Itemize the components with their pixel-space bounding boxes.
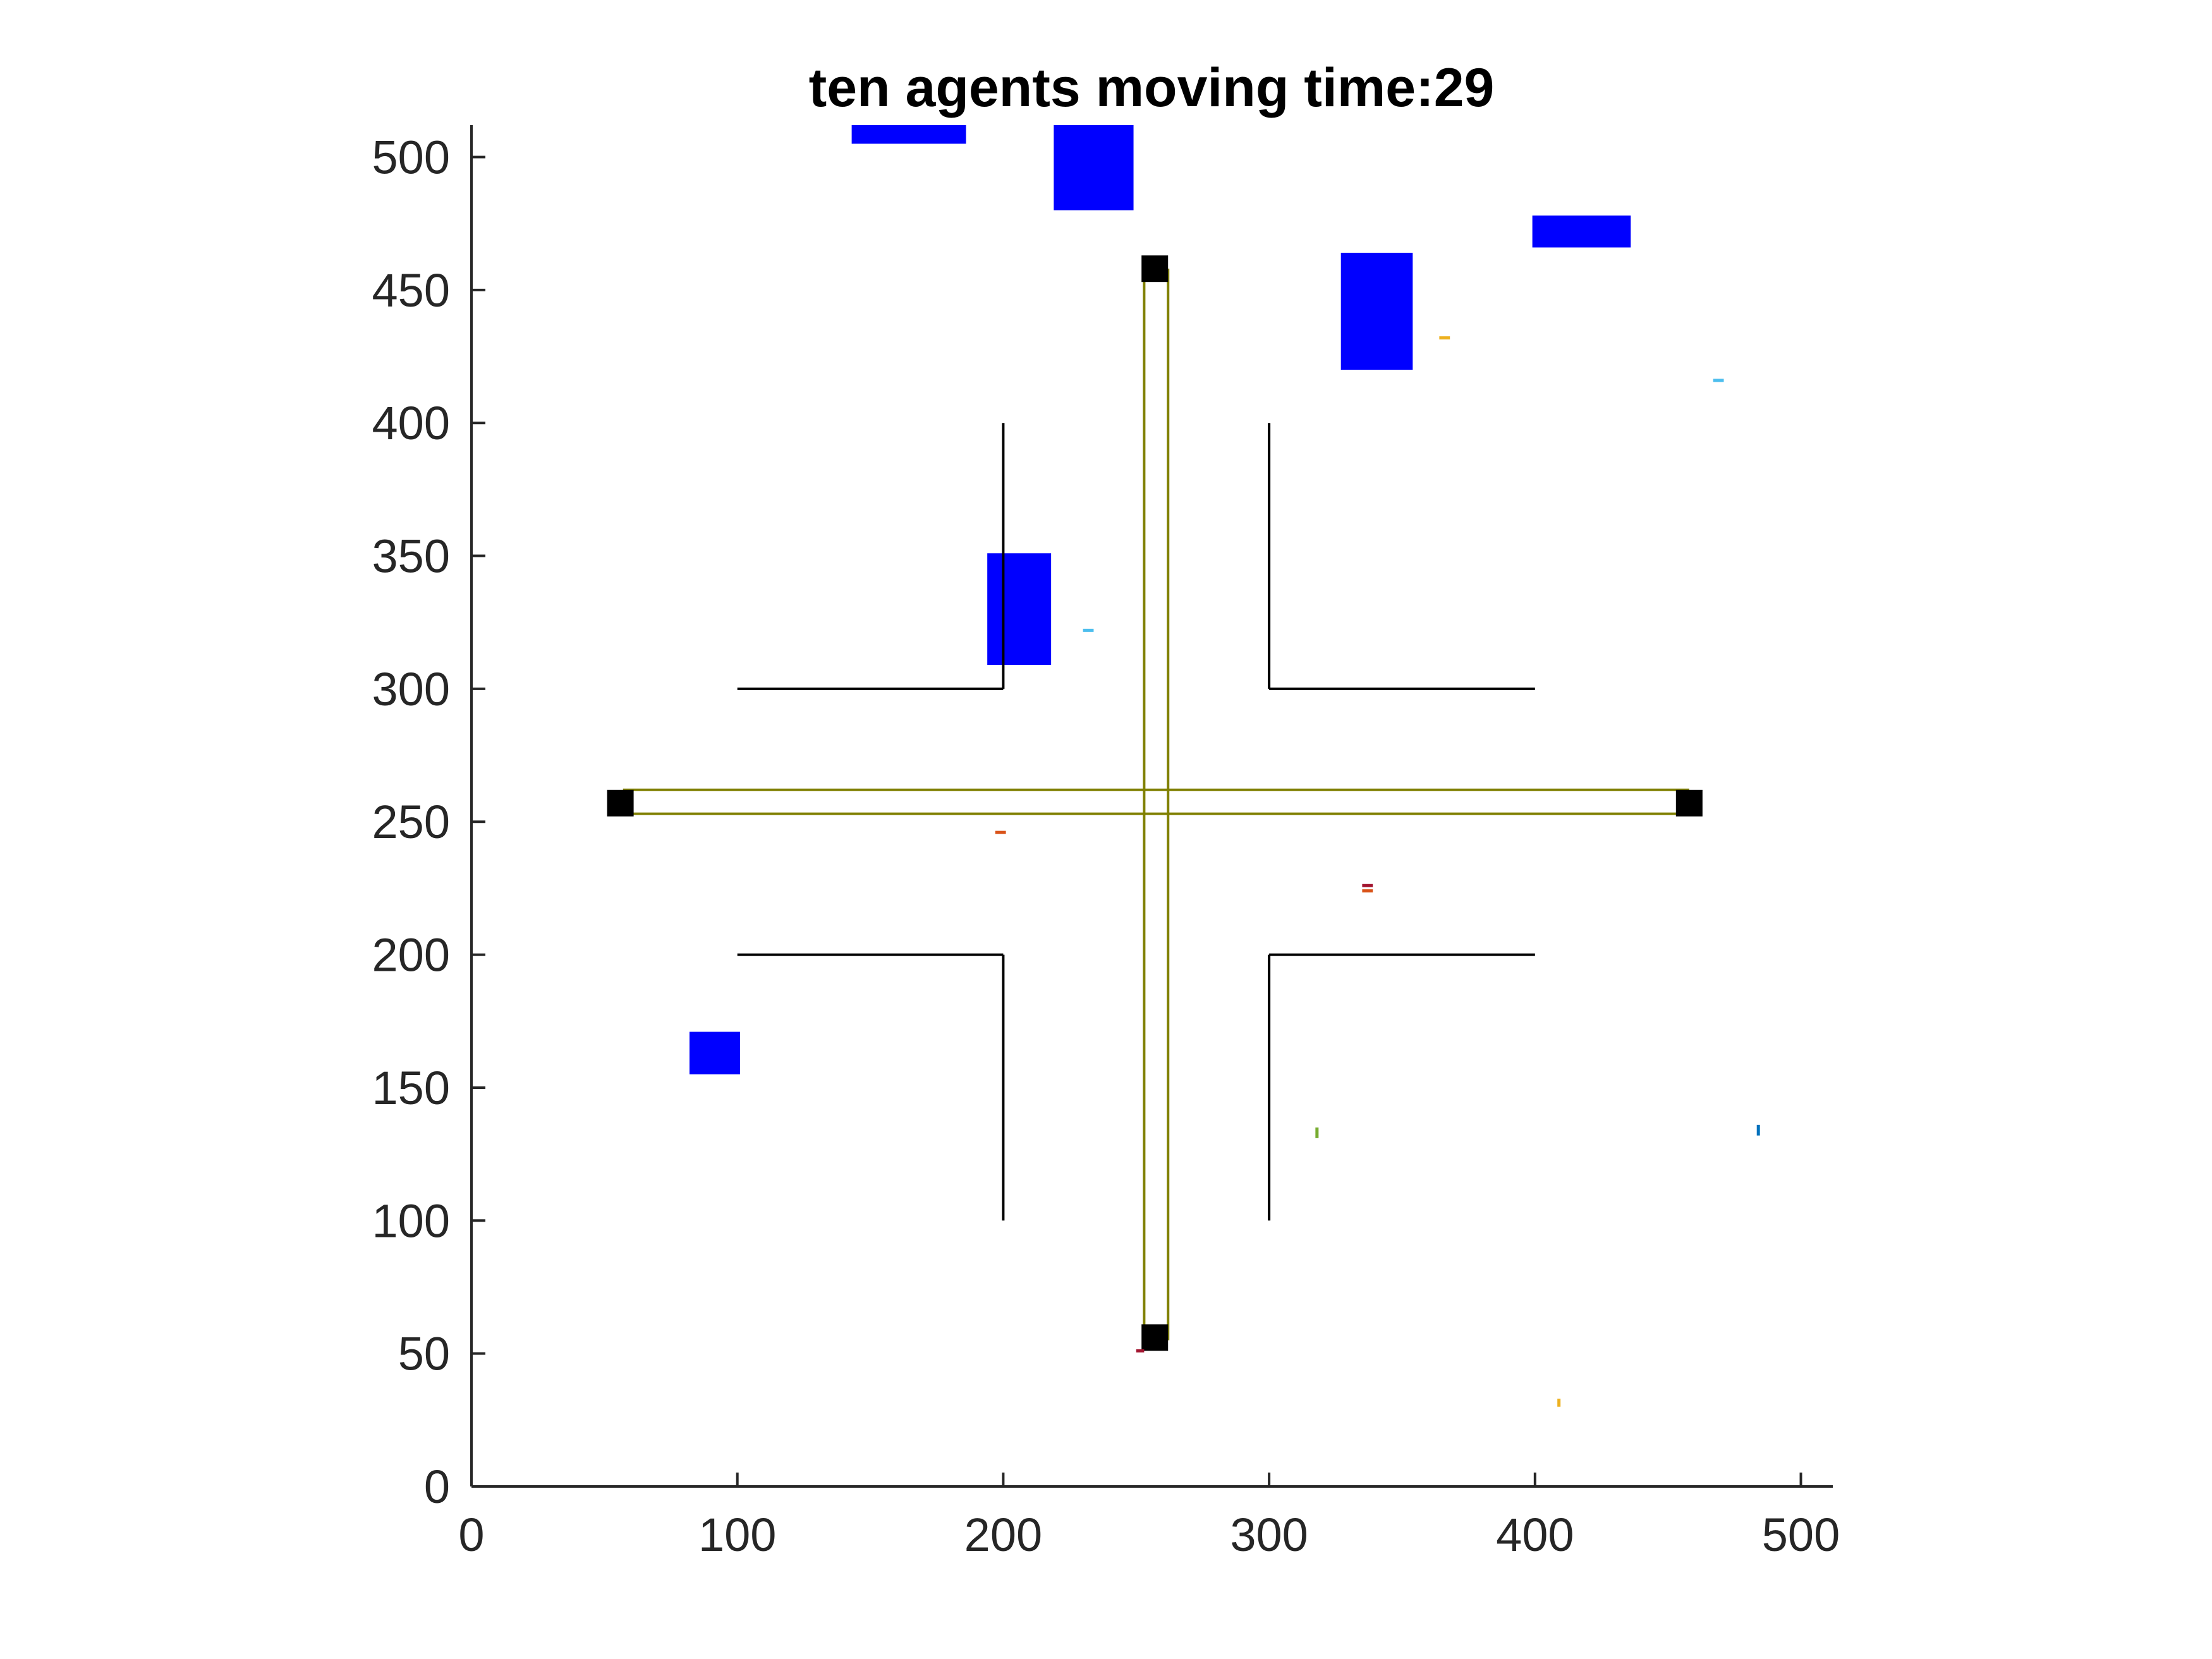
y-tick-label: 500 <box>372 131 450 183</box>
y-tick-label: 300 <box>372 663 450 715</box>
x-tick-label: 300 <box>1230 1509 1308 1561</box>
obstacle-3 <box>1341 253 1413 370</box>
endpoint-marker-1 <box>1141 255 1168 282</box>
y-tick-label: 50 <box>398 1328 450 1380</box>
endpoint-marker-4 <box>1676 790 1703 817</box>
obstacle-5 <box>987 553 1051 665</box>
x-tick-label: 500 <box>1762 1509 1840 1561</box>
obstacle-2 <box>1054 125 1133 210</box>
y-tick-label: 450 <box>372 264 450 317</box>
y-tick-label: 350 <box>372 530 450 583</box>
obstacle-6 <box>690 1032 740 1074</box>
obstacle-1 <box>852 125 966 143</box>
x-tick-label: 0 <box>458 1509 484 1561</box>
obstacle-4 <box>1533 216 1631 247</box>
y-tick-label: 150 <box>372 1062 450 1114</box>
chart-title: ten agents moving time:29 <box>809 58 1495 118</box>
y-tick-label: 100 <box>372 1194 450 1247</box>
y-tick-label: 0 <box>424 1461 450 1513</box>
x-tick-label: 400 <box>1496 1509 1574 1561</box>
y-tick-label: 250 <box>372 796 450 848</box>
y-tick-label: 400 <box>372 397 450 449</box>
y-tick-label: 200 <box>372 929 450 981</box>
endpoint-marker-3 <box>607 790 634 817</box>
x-tick-label: 100 <box>698 1509 776 1561</box>
endpoint-marker-2 <box>1141 1324 1168 1351</box>
x-tick-label: 200 <box>964 1509 1042 1561</box>
